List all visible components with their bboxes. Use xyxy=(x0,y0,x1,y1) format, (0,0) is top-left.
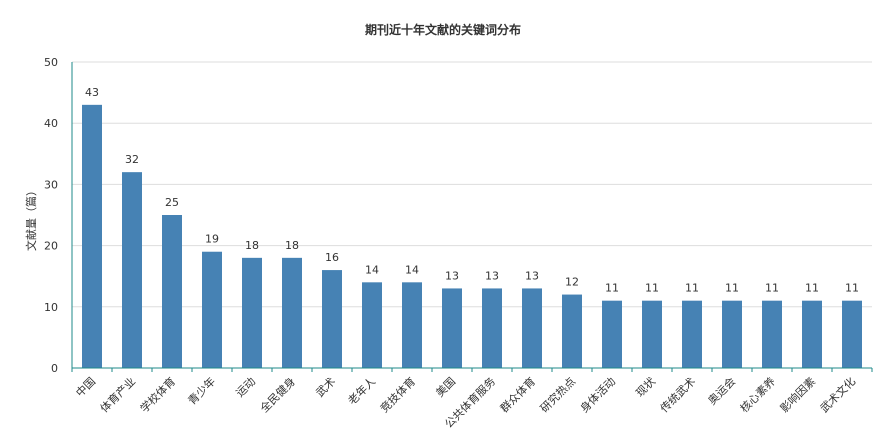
bar xyxy=(322,270,342,368)
bar xyxy=(762,300,782,368)
data-label: 14 xyxy=(405,263,419,276)
x-tick-label: 美国 xyxy=(433,375,458,400)
bar xyxy=(82,104,102,368)
x-tick-label: 运动 xyxy=(233,375,258,400)
data-label: 19 xyxy=(205,233,219,246)
bar xyxy=(242,257,262,368)
bar xyxy=(642,300,662,368)
data-label: 13 xyxy=(525,269,539,282)
data-label: 14 xyxy=(365,263,379,276)
bar xyxy=(602,300,622,368)
bar xyxy=(202,251,222,368)
bars xyxy=(82,104,862,368)
y-tick-label: 50 xyxy=(44,56,58,69)
data-label: 18 xyxy=(245,239,259,252)
data-label: 11 xyxy=(845,282,859,295)
data-label: 18 xyxy=(285,239,299,252)
x-tick-label: 研究热点 xyxy=(537,374,578,415)
bar xyxy=(562,294,582,368)
y-tick-label: 40 xyxy=(44,117,58,130)
bar xyxy=(802,300,822,368)
data-label: 43 xyxy=(85,86,99,99)
y-tick-label: 0 xyxy=(51,362,58,375)
y-tick-label: 10 xyxy=(44,301,58,314)
bar xyxy=(162,215,182,368)
data-label: 11 xyxy=(685,282,699,295)
x-tick-label: 全民健身 xyxy=(257,374,298,415)
data-label: 11 xyxy=(805,282,819,295)
data-label: 13 xyxy=(485,269,499,282)
bar xyxy=(722,300,742,368)
x-tick-label: 中国 xyxy=(73,375,98,400)
x-tick-label: 学校体育 xyxy=(137,374,178,415)
x-tick-label: 群众体育 xyxy=(497,374,538,415)
x-tick-label: 现状 xyxy=(633,374,658,399)
data-label: 11 xyxy=(765,282,779,295)
data-label: 25 xyxy=(165,196,179,209)
grid-lines xyxy=(72,61,872,308)
bar xyxy=(442,288,462,368)
x-tick-label: 体育产业 xyxy=(97,374,138,415)
y-axis-label: 文献量（篇） xyxy=(24,185,38,251)
data-label: 11 xyxy=(725,282,739,295)
x-tick-label: 武术 xyxy=(313,375,338,400)
x-tick-label: 老年人 xyxy=(345,374,378,407)
x-tick-label: 核心素养 xyxy=(737,374,778,415)
bar xyxy=(842,300,862,368)
x-tick-label: 身体活动 xyxy=(577,374,618,415)
data-labels: 43 32 25 19 18 18 16 14 14 13 13 13 12 11 11 11 11 11 11 11 xyxy=(85,86,859,295)
data-label: 32 xyxy=(125,153,139,166)
x-tick-label: 武术文化 xyxy=(817,374,858,415)
bar xyxy=(282,257,302,368)
data-label: 11 xyxy=(605,282,619,295)
bar xyxy=(522,288,542,368)
bar xyxy=(482,288,502,368)
bar xyxy=(362,282,382,368)
x-tick-label: 奥运会 xyxy=(705,374,738,407)
data-label: 13 xyxy=(445,269,459,282)
chart-title: 期刊近十年文献的关键词分布 xyxy=(365,22,521,37)
y-tick-label: 30 xyxy=(44,178,58,191)
x-tick-label: 青少年 xyxy=(185,374,218,407)
data-label: 16 xyxy=(325,251,339,264)
bar xyxy=(122,172,142,368)
bar xyxy=(402,282,422,368)
bar xyxy=(682,300,702,368)
data-label: 11 xyxy=(645,282,659,295)
x-tick-label: 竞技体育 xyxy=(377,374,418,415)
y-tick-label: 20 xyxy=(44,240,58,253)
x-tick-label: 传统武术 xyxy=(658,375,698,415)
data-label: 12 xyxy=(565,276,579,289)
x-tick-label: 影响因素 xyxy=(778,375,818,415)
y-axis-ticks: 0 10 20 30 40 50 xyxy=(44,56,58,375)
